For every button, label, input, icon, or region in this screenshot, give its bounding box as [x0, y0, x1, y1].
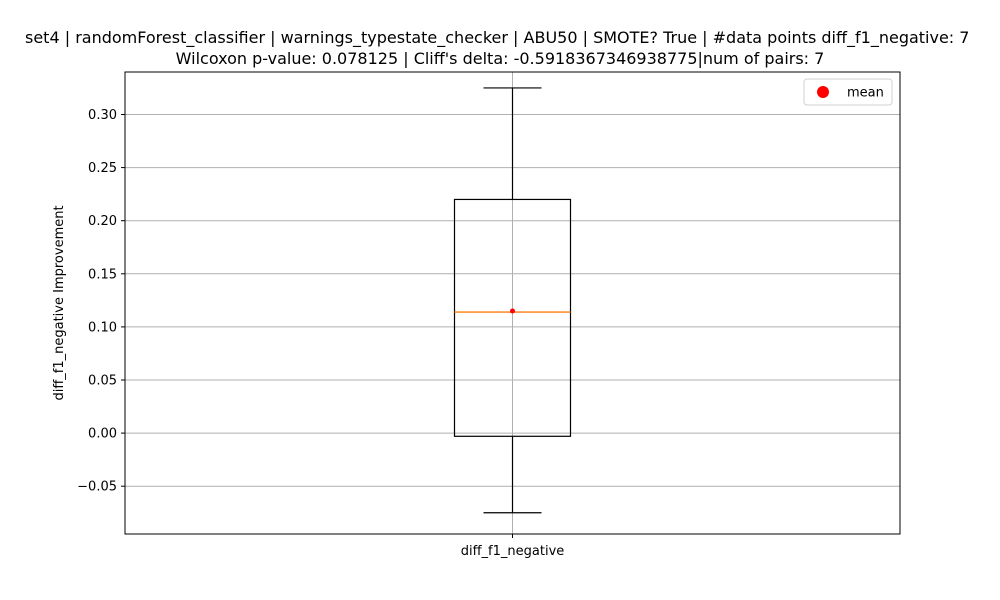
- y-tick-label: 0.00: [88, 427, 117, 442]
- legend-mean-marker: [817, 86, 829, 98]
- y-tick-label: −0.05: [77, 480, 117, 495]
- y-tick-label: 0.15: [88, 267, 117, 282]
- y-tick-label: 0.30: [88, 108, 117, 123]
- chart-title-line-1: set4 | randomForest_classifier | warning…: [25, 28, 970, 47]
- mean-marker: [510, 308, 515, 314]
- iqr-box: [453, 198, 572, 437]
- y-tick-label: 0.05: [88, 374, 117, 389]
- y-axis-label: diff_f1_negative Improvement: [52, 205, 67, 400]
- chart-title-line-2: Wilcoxon p-value: 0.078125 | Cliff's del…: [175, 49, 825, 68]
- box-layer: [453, 87, 572, 514]
- y-tick-label: 0.20: [88, 214, 117, 229]
- axis-layer: −0.05 0.00 0.05 0.10 0.15 0.20 0.25 0.30 diff_f1…: [77, 108, 564, 559]
- x-tick-label: diff_f1_negative: [461, 544, 565, 559]
- legend: mean: [803, 78, 893, 106]
- legend-mean-label: mean: [847, 86, 884, 101]
- y-tick-label: 0.25: [88, 161, 117, 176]
- y-tick-label: 0.10: [88, 320, 117, 335]
- legend-box: [803, 78, 893, 106]
